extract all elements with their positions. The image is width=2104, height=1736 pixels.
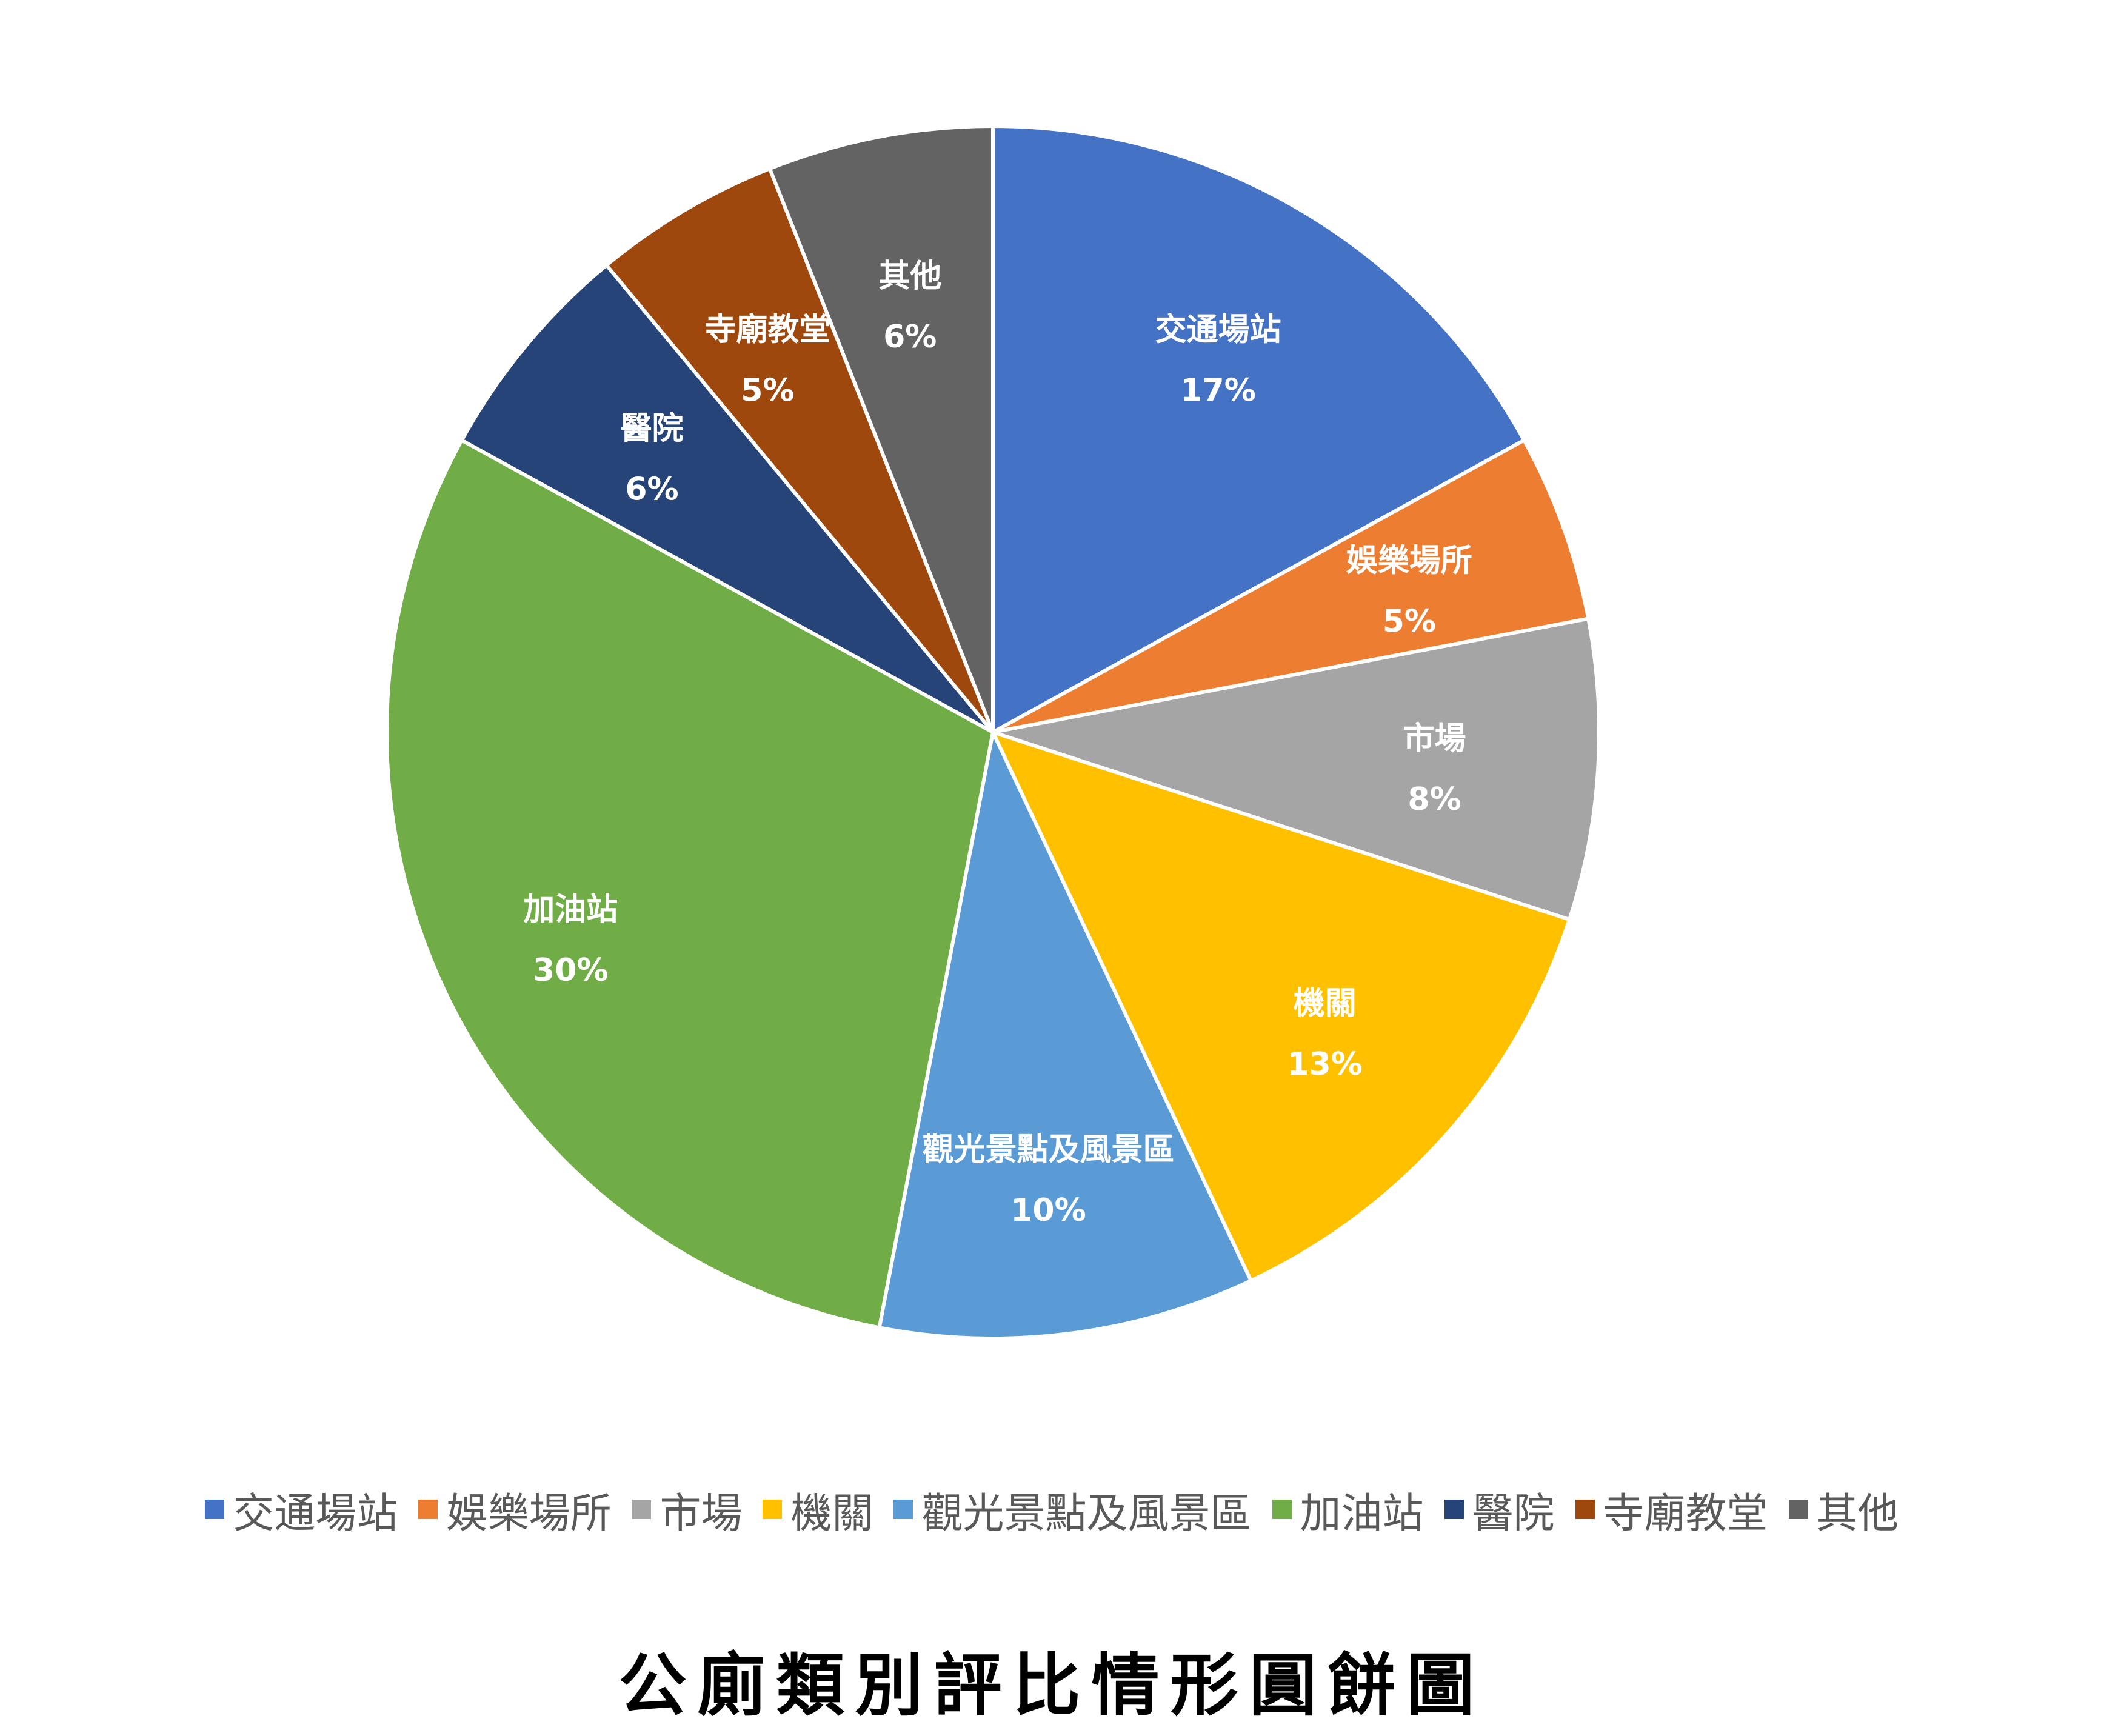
legend-item: 機關	[763, 1480, 873, 1540]
slice-category-label: 加油站	[523, 892, 618, 928]
slice-value-label: 30%	[533, 952, 608, 989]
slice-value-label: 17%	[1180, 373, 1255, 409]
legend-item: 交通場站	[205, 1480, 398, 1540]
slice-category-label: 寺廟教堂	[704, 312, 830, 349]
legend-item: 其他	[1788, 1480, 1899, 1540]
legend-swatch	[893, 1500, 913, 1519]
legend-item: 觀光景點及風景區	[893, 1480, 1252, 1540]
pie-slice-2	[992, 438, 1591, 734]
pie-slice-4	[989, 729, 1572, 1283]
legend-swatch	[632, 1500, 652, 1519]
legend-swatch	[205, 1500, 225, 1519]
pie-slice-7	[459, 262, 995, 734]
chart-legend: 交通場站 娛樂場所 市場 機關 觀光景點及風景區 加油站 醫院 寺廟教堂 其他	[0, 1479, 2104, 1540]
legend-swatch	[418, 1500, 438, 1519]
legend-swatch	[1788, 1500, 1808, 1519]
slice-value-label: 8%	[1408, 781, 1461, 818]
legend-swatch	[1272, 1500, 1292, 1519]
slice-value-label: 5%	[741, 373, 794, 409]
legend-label: 機關	[790, 1489, 873, 1538]
slice-value-label: 13%	[1287, 1046, 1362, 1083]
slice-category-label: 醫院	[621, 411, 684, 447]
slice-category-label: 機關	[1294, 986, 1357, 1022]
slice-category-label: 市場	[1403, 721, 1466, 757]
legend-label: 醫院	[1472, 1489, 1555, 1538]
slice-category-label: 娛樂場所	[1346, 543, 1472, 579]
legend-label: 其他	[1816, 1489, 1899, 1538]
legend-swatch	[1575, 1500, 1595, 1519]
pie-slice-5	[877, 726, 1254, 1340]
slice-value-label: 6%	[883, 319, 937, 355]
legend-item: 寺廟教堂	[1575, 1480, 1768, 1540]
legend-item: 加油站	[1272, 1480, 1424, 1540]
pie-slice-6	[385, 438, 995, 1330]
pie-slice-9	[767, 124, 995, 733]
legend-item: 市場	[632, 1480, 742, 1540]
slice-value-label: 6%	[625, 472, 678, 508]
pie-slice-8	[604, 166, 995, 733]
legend-label: 市場	[660, 1489, 743, 1538]
slice-category-label: 其他	[878, 258, 941, 295]
legend-label: 加油站	[1300, 1489, 1424, 1538]
legend-label: 娛樂場所	[446, 1489, 612, 1538]
legend-item: 娛樂場所	[418, 1480, 611, 1540]
legend-swatch	[1444, 1500, 1464, 1519]
slice-category-label: 交通場站	[1155, 312, 1281, 349]
slice-category-label: 觀光景點及風景區	[922, 1132, 1174, 1168]
pie-slices	[385, 124, 1601, 1340]
legend-swatch	[763, 1500, 783, 1519]
legend-label: 寺廟教堂	[1603, 1489, 1768, 1538]
pie-slice-3	[992, 616, 1601, 922]
legend-item: 醫院	[1444, 1480, 1555, 1540]
pie-labels: 交通場站 17% 娛樂場所 5% 市場 8% 機關 13% 觀光景點及風景區 10% 加油站 30% 醫…	[523, 258, 1472, 1229]
legend-label: 交通場站	[233, 1489, 398, 1538]
slice-value-label: 10%	[1010, 1192, 1086, 1229]
slice-value-label: 5%	[1383, 604, 1436, 640]
legend-label: 觀光景點及風景區	[921, 1489, 1252, 1538]
pie-slice-1	[991, 124, 1527, 736]
pie-chart: 交通場站 17% 娛樂場所 5% 市場 8% 機關 13% 觀光景點及風景區 10% 加油站 30% 醫…	[385, 124, 1601, 1340]
chart-caption: 公廁類別評比情形圓餅圖	[618, 1646, 1486, 1725]
